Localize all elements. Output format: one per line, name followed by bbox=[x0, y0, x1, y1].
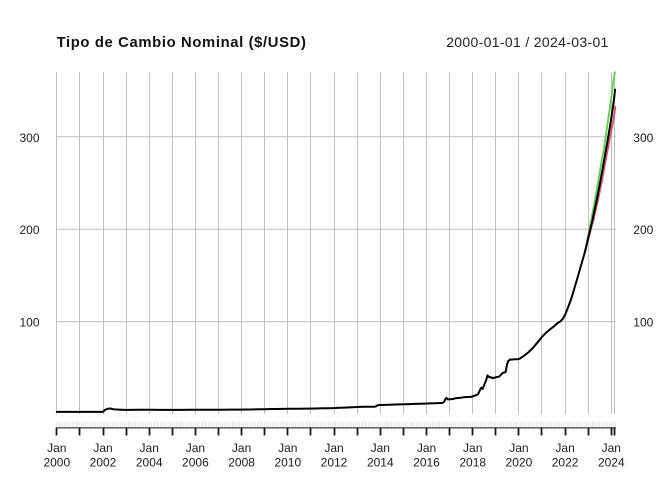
svg-text:2014: 2014 bbox=[367, 456, 394, 470]
svg-text:Jan: Jan bbox=[324, 441, 343, 455]
svg-text:2024: 2024 bbox=[598, 456, 625, 470]
svg-text:2022: 2022 bbox=[552, 456, 579, 470]
svg-text:Jan: Jan bbox=[509, 441, 528, 455]
svg-text:Jan: Jan bbox=[278, 441, 297, 455]
svg-text:300: 300 bbox=[19, 131, 39, 145]
svg-text:2010: 2010 bbox=[274, 456, 301, 470]
svg-text:Tipo de Cambio Nominal ($/USD): Tipo de Cambio Nominal ($/USD) bbox=[57, 35, 307, 51]
svg-text:2002: 2002 bbox=[90, 456, 117, 470]
svg-text:2008: 2008 bbox=[228, 456, 255, 470]
svg-text:100: 100 bbox=[633, 316, 653, 330]
svg-text:2006: 2006 bbox=[182, 456, 209, 470]
svg-text:Jan: Jan bbox=[140, 441, 159, 455]
svg-text:2020: 2020 bbox=[506, 456, 533, 470]
svg-text:Jan: Jan bbox=[371, 441, 390, 455]
svg-text:200: 200 bbox=[19, 223, 39, 237]
svg-text:2016: 2016 bbox=[413, 456, 440, 470]
svg-text:2000: 2000 bbox=[43, 456, 70, 470]
svg-text:Jan: Jan bbox=[186, 441, 205, 455]
svg-text:Jan: Jan bbox=[417, 441, 436, 455]
svg-text:Jan: Jan bbox=[463, 441, 482, 455]
svg-text:Jan: Jan bbox=[602, 441, 621, 455]
svg-text:Jan: Jan bbox=[47, 441, 66, 455]
svg-text:Jan: Jan bbox=[555, 441, 574, 455]
svg-text:2004: 2004 bbox=[136, 456, 163, 470]
svg-text:200: 200 bbox=[633, 223, 653, 237]
svg-text:2012: 2012 bbox=[321, 456, 348, 470]
svg-text:100: 100 bbox=[19, 316, 39, 330]
svg-text:Jan: Jan bbox=[232, 441, 251, 455]
svg-text:300: 300 bbox=[633, 131, 653, 145]
svg-text:2000-01-01 / 2024-03-01: 2000-01-01 / 2024-03-01 bbox=[446, 34, 609, 50]
svg-text:2018: 2018 bbox=[459, 456, 486, 470]
svg-text:Jan: Jan bbox=[93, 441, 112, 455]
